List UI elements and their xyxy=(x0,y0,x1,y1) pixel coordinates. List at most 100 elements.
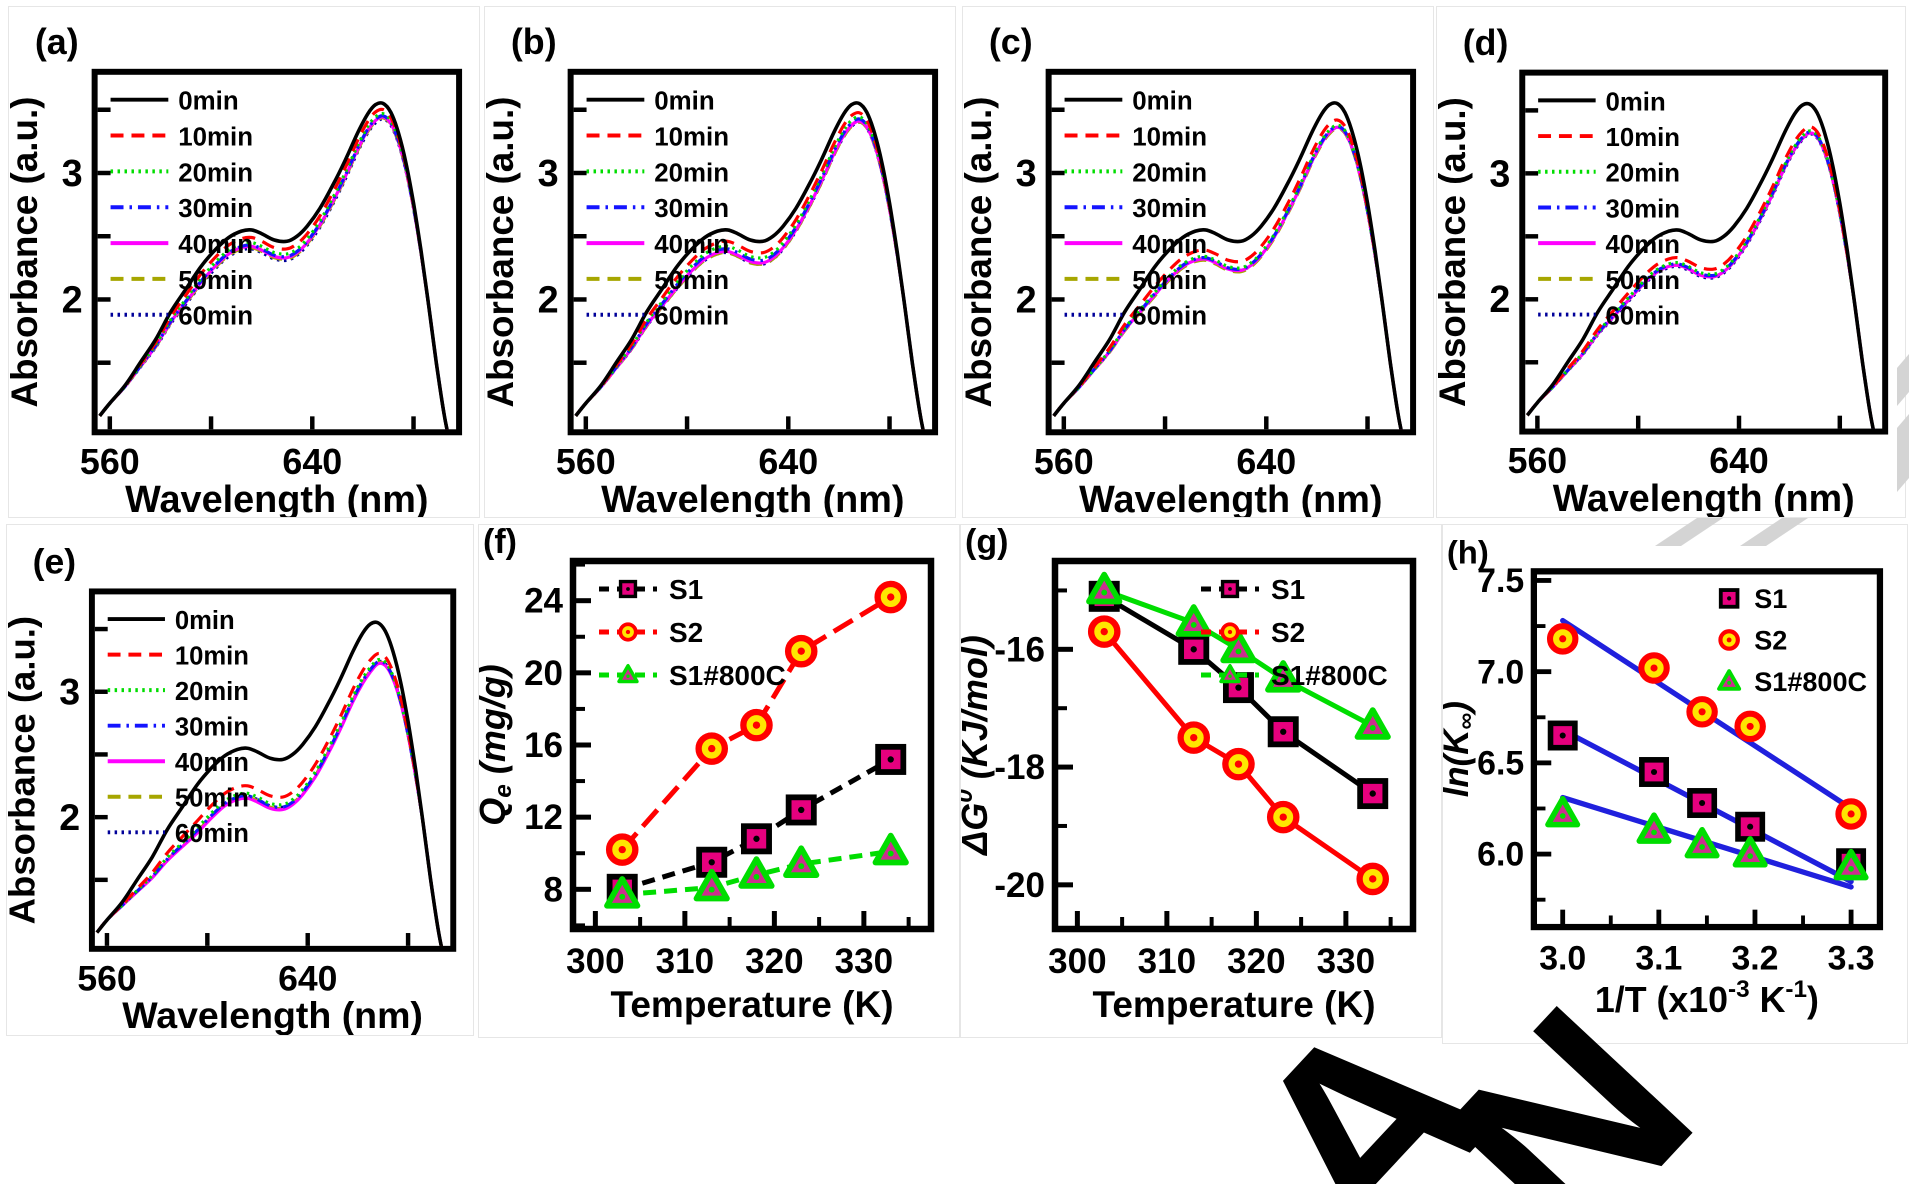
spectrum-curve-0min xyxy=(1052,101,1403,430)
spectrum-curve-40min xyxy=(95,661,443,946)
legend-label: S2 xyxy=(1754,626,1787,656)
marker-dot xyxy=(1235,684,1242,691)
marker-triangle xyxy=(1265,660,1302,693)
y-tick-label: 7.0 xyxy=(1477,653,1524,691)
spectrum-curve-50min xyxy=(1526,131,1875,429)
legend-label: 30min xyxy=(1132,195,1207,223)
marker-dot xyxy=(1234,760,1243,768)
x-tick-label: 320 xyxy=(1227,942,1285,981)
spectrum-curve-20min xyxy=(1526,129,1875,429)
x-tick-label: 640 xyxy=(282,442,342,482)
marker-dot xyxy=(1727,680,1732,685)
spectrum-curve-0min xyxy=(98,101,449,430)
spectrum-curve-60min xyxy=(98,117,449,430)
marker-dot xyxy=(1235,648,1242,655)
marker-dot xyxy=(1651,829,1657,836)
panel-letter: (a) xyxy=(35,22,79,62)
marker-dot xyxy=(1369,790,1376,797)
x-tick-label: 310 xyxy=(1138,942,1196,981)
marker-dot xyxy=(626,587,630,591)
y-axis-label: Absorbance (a.u.) xyxy=(7,616,43,924)
marker-square xyxy=(1178,633,1210,665)
marker-dot xyxy=(798,806,805,814)
marker-dot xyxy=(708,859,715,866)
marker-dot xyxy=(752,721,761,729)
marker-dot xyxy=(1847,810,1855,818)
y-tick-label: -18 xyxy=(994,748,1045,787)
axis-frame xyxy=(567,68,939,436)
marker-dot xyxy=(1699,799,1706,807)
spectrum-curve-40min xyxy=(1052,125,1403,430)
legend-label: 50min xyxy=(1132,267,1207,295)
marker-square xyxy=(785,794,817,826)
legend-label: 60min xyxy=(1132,303,1207,331)
y-tick-label: 2 xyxy=(1489,278,1510,320)
marker-triangle xyxy=(1684,826,1720,859)
spectrum-curve-50min xyxy=(98,116,449,430)
legend-label: S1 xyxy=(1754,584,1787,614)
marker-dot xyxy=(798,863,805,870)
marker-dot xyxy=(618,845,626,854)
legend-label: 40min xyxy=(1606,231,1680,259)
panel-d-plot: 560 640 2 3 Wavelength (nm) Absorbance (a.u.)… xyxy=(1432,23,1889,519)
marker-dot xyxy=(708,744,716,753)
panel-letter: (c) xyxy=(989,22,1033,62)
legend-label: 30min xyxy=(178,195,253,223)
legend-label: 0min xyxy=(175,607,235,635)
legend-label: S1#800C xyxy=(1271,660,1388,691)
legend-label: S1#800C xyxy=(1754,667,1867,697)
axis-frame xyxy=(1051,557,1417,933)
spectrum-curve-40min xyxy=(1526,131,1875,429)
spectrum-curve-20min xyxy=(1052,123,1403,430)
x-tick-label: 560 xyxy=(1034,442,1094,482)
x-tick-label: 3.1 xyxy=(1635,940,1682,978)
marker-triangle xyxy=(1086,571,1123,605)
x-tick-label: 330 xyxy=(1317,942,1375,981)
marker-dot xyxy=(1190,621,1197,628)
marker-dot xyxy=(797,647,805,655)
spectrum-curve-40min xyxy=(574,119,925,430)
y-tick-label: 6.0 xyxy=(1477,836,1524,874)
axis-frame xyxy=(88,588,457,952)
axis-frame xyxy=(1519,69,1889,435)
spectrum-curve-30min xyxy=(1052,124,1403,430)
y-axis-label: Absorbance (a.u.) xyxy=(963,97,999,408)
legend-label: 50min xyxy=(175,785,249,813)
marker-triangle xyxy=(1545,795,1581,828)
panel-letter: (h) xyxy=(1447,534,1489,571)
spectrum-curve-60min xyxy=(574,120,925,430)
marker-dot xyxy=(1747,823,1754,830)
panel-g-plot: 300 310 320 330 -16 -18 -20 Temperature (K) ΔG0 … xyxy=(951,523,1417,1025)
legend-label: 20min xyxy=(1606,160,1680,188)
x-tick-label: 560 xyxy=(77,958,136,998)
y-tick-label: 3 xyxy=(538,153,559,195)
panel-b: 560 640 2 3 Wavelength (nm) Absorbance (a.u.)… xyxy=(480,6,956,521)
legend-label: 0min xyxy=(1606,88,1666,116)
marker-dot xyxy=(1650,664,1658,672)
legend-label: S1#800C xyxy=(669,660,786,691)
y-tick-label: 2 xyxy=(59,796,80,838)
spectrum-curve-20min xyxy=(574,115,925,430)
legend-label: 20min xyxy=(654,159,729,187)
marker-dot xyxy=(1279,813,1287,821)
spectrum-curve-10min xyxy=(1052,118,1403,430)
legend-label: 40min xyxy=(1132,231,1207,259)
panel-a: 560 640 2 3 Wavelength (nm) Absorbance (a.u.)… xyxy=(4,6,480,521)
legend-label: 60min xyxy=(178,303,253,331)
spectrum-curve-60min xyxy=(1526,132,1875,429)
spectrum-curve-20min xyxy=(98,112,449,430)
x-axis-label: Wavelength (nm) xyxy=(125,479,428,517)
marker-dot xyxy=(753,874,760,880)
marker-triangle xyxy=(617,663,639,684)
legend-label: 40min xyxy=(178,231,253,259)
x-tick-label: 3.2 xyxy=(1731,940,1778,978)
y-tick-label: 2 xyxy=(62,279,83,321)
marker-triangle xyxy=(1636,812,1672,844)
spectrum-curve-50min xyxy=(574,120,925,430)
spectrum-curve-0min xyxy=(95,620,444,946)
spectrum-curve-10min xyxy=(1526,125,1875,429)
x-axis-label: Wavelength (nm) xyxy=(1553,477,1855,517)
marker-dot xyxy=(1559,635,1567,643)
marker-dot xyxy=(1727,596,1732,601)
